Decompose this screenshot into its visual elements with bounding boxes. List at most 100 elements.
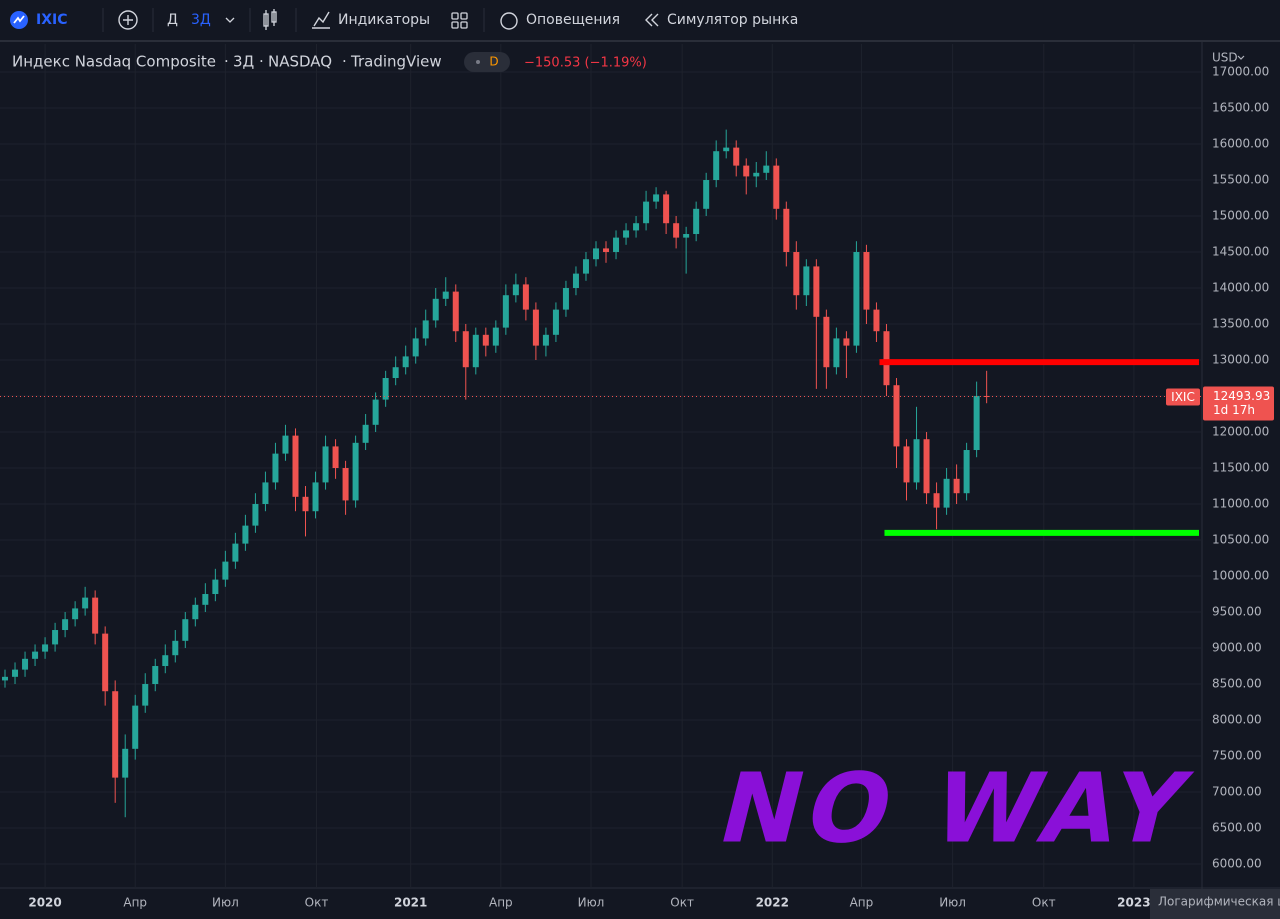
candle-body: [362, 424, 369, 443]
candle-body: [352, 442, 359, 501]
scale-button-bg[interactable]: [1150, 889, 1280, 919]
candle-body: [713, 151, 720, 181]
candle-body: [92, 597, 99, 634]
chart-type-button[interactable]: [263, 9, 277, 30]
candle-body: [372, 399, 379, 425]
x-tick-label: Июл: [578, 896, 605, 910]
candle-body: [903, 446, 910, 483]
series-label: IXIC: [1171, 390, 1195, 404]
candle-body: [953, 478, 960, 494]
candle-body: [402, 356, 409, 368]
candle-body: [452, 291, 459, 332]
y-tick-label: 7000.00: [1212, 785, 1262, 799]
x-tick-label: Окт: [305, 896, 329, 910]
interval-button[interactable]: Д: [167, 12, 178, 28]
candle-body: [893, 385, 900, 447]
candle-body: [82, 597, 89, 609]
candle-body: [432, 298, 439, 321]
candle-body: [743, 165, 750, 177]
y-tick-label: 8000.00: [1212, 713, 1262, 727]
last-price-label: 12493.93: [1213, 389, 1270, 403]
candle-body: [963, 450, 970, 494]
x-tick-label: Апр: [489, 896, 513, 910]
legend-badge[interactable]: [464, 52, 510, 72]
candle-body: [693, 208, 700, 235]
legend-badge-text: D: [489, 55, 498, 69]
y-tick-label: 17000.00: [1212, 65, 1269, 79]
candle-body: [643, 201, 650, 224]
log-scale-button[interactable]: Логарифмическая ш: [1158, 895, 1280, 909]
replay-button[interactable]: Симулятор рынка: [667, 12, 798, 28]
candle-body: [422, 320, 429, 339]
plot: [0, 129, 1202, 818]
bar-countdown: 1d 17h: [1213, 403, 1255, 417]
legend-dot: ·: [224, 53, 229, 71]
candle-body: [562, 288, 569, 310]
x-tick-label: 2021: [394, 896, 427, 910]
compare-glyph: [123, 15, 133, 25]
candle-body: [222, 561, 229, 580]
y-tick-label: 6500.00: [1212, 821, 1262, 835]
candle-body: [943, 478, 950, 508]
candle-body: [342, 468, 349, 501]
candle-body: [813, 266, 820, 317]
candle-body: [803, 266, 810, 296]
y-tick-label: 13500.00: [1212, 317, 1269, 331]
interval-button-active[interactable]: 3Д: [191, 12, 211, 28]
candle-body: [472, 334, 479, 368]
indicators-button[interactable]: Индикаторы: [338, 12, 430, 28]
candle-body: [382, 378, 389, 400]
y-tick-label: 6000.00: [1212, 857, 1262, 871]
candle-body: [973, 396, 980, 451]
y-tick-label: 16000.00: [1212, 137, 1269, 151]
x-tick-label: Окт: [1032, 896, 1056, 910]
candle-body: [212, 579, 219, 595]
candle-body: [252, 504, 259, 526]
candle-body: [22, 658, 29, 670]
candle-body: [542, 334, 549, 346]
candle-body: [823, 316, 830, 368]
symbol-icon-glyph: [13, 15, 25, 24]
y-tick-label: 16500.00: [1212, 101, 1269, 115]
x-tick-label: Апр: [850, 896, 874, 910]
candle-body: [843, 338, 850, 346]
candle-body: [202, 594, 209, 605]
currency-dropdown: [1237, 55, 1245, 60]
compare-button[interactable]: [118, 10, 138, 30]
y-tick-label: 14500.00: [1212, 245, 1269, 259]
candle-body: [32, 651, 39, 659]
interval-dropdown[interactable]: [225, 17, 235, 23]
x-tick-label: 2023: [1117, 896, 1150, 910]
alerts-icon: [500, 12, 518, 30]
currency-button[interactable]: USD: [1212, 51, 1238, 65]
x-tick-label: Июл: [939, 896, 966, 910]
templates-button[interactable]: [451, 12, 468, 29]
candle-body: [322, 446, 329, 483]
symbol-button[interactable]: IXIC: [36, 12, 68, 28]
candle-body: [522, 284, 529, 310]
grid: [0, 44, 1202, 888]
y-tick-label: 14000.00: [1212, 281, 1269, 295]
candle-body: [462, 331, 469, 368]
x-tick-label: 2022: [756, 896, 789, 910]
candle-body: [582, 259, 589, 274]
x-tick-label: 2020: [28, 896, 61, 910]
candle-body: [793, 252, 800, 296]
legend-symbol-name: Индекс Nasdaq Composite: [12, 53, 216, 71]
candle-body: [172, 640, 179, 656]
candle-body: [442, 291, 449, 299]
legend-change: −150.53 (−1.19%): [524, 56, 647, 71]
alerts-button[interactable]: Оповещения: [526, 12, 620, 28]
toolbar: [0, 0, 1280, 40]
candle-body: [633, 223, 640, 231]
candle-body: [552, 309, 559, 335]
series-label-bg: [1166, 388, 1200, 406]
last-price-label-bg: [1203, 386, 1274, 421]
candle-body: [272, 453, 279, 483]
candle-body: [162, 655, 169, 667]
candle-body: [232, 543, 239, 562]
candle-body: [412, 338, 419, 357]
